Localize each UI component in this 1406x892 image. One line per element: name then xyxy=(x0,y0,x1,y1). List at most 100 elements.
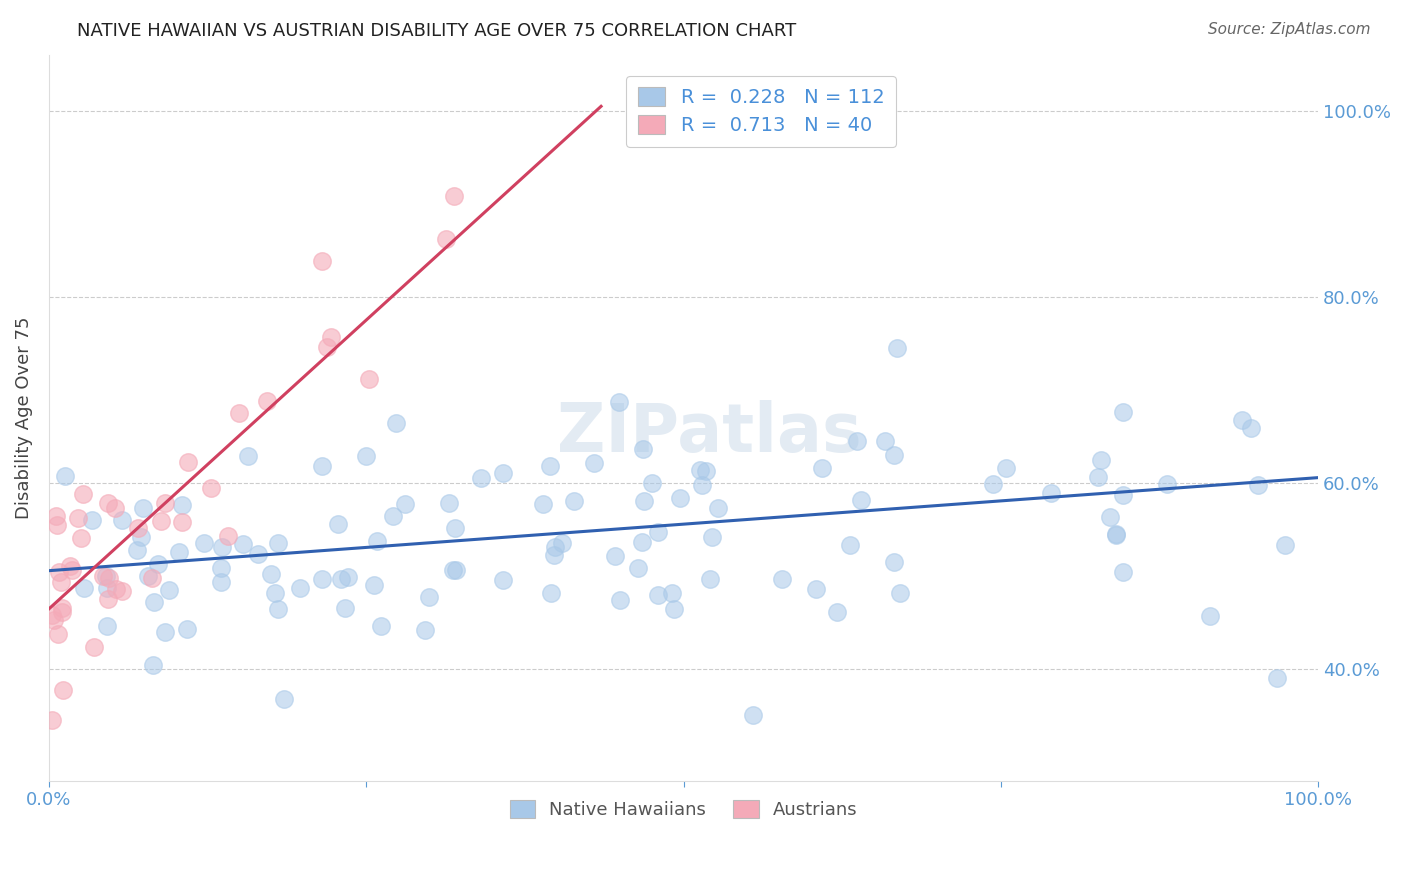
Point xyxy=(44,613,66,627)
Point xyxy=(607,395,630,409)
Point xyxy=(148,557,170,571)
Point xyxy=(995,460,1018,475)
Point xyxy=(699,572,721,586)
Point xyxy=(1087,470,1109,484)
Point xyxy=(886,341,908,355)
Point xyxy=(236,449,259,463)
Point xyxy=(167,545,190,559)
Point xyxy=(311,573,333,587)
Point xyxy=(689,463,711,477)
Point xyxy=(492,573,515,587)
Point xyxy=(1098,509,1121,524)
Point xyxy=(127,521,149,535)
Point xyxy=(1105,527,1128,541)
Point xyxy=(883,448,905,462)
Legend: Native Hawaiians, Austrians: Native Hawaiians, Austrians xyxy=(502,793,865,826)
Point xyxy=(209,561,232,575)
Point xyxy=(470,471,492,485)
Point xyxy=(540,586,562,600)
Point xyxy=(851,493,873,508)
Point xyxy=(562,493,585,508)
Point xyxy=(98,571,121,585)
Point xyxy=(59,558,82,573)
Point xyxy=(889,586,911,600)
Point xyxy=(45,518,67,533)
Point xyxy=(492,466,515,480)
Point xyxy=(72,487,94,501)
Point xyxy=(1112,405,1135,419)
Point xyxy=(46,627,69,641)
Point xyxy=(330,572,353,586)
Point xyxy=(200,481,222,495)
Point xyxy=(177,455,200,469)
Text: NATIVE HAWAIIAN VS AUSTRIAN DISABILITY AGE OVER 75 CORRELATION CHART: NATIVE HAWAIIAN VS AUSTRIAN DISABILITY A… xyxy=(77,22,797,40)
Point xyxy=(633,494,655,508)
Point xyxy=(337,569,360,583)
Point xyxy=(700,530,723,544)
Point xyxy=(413,623,436,637)
Point xyxy=(256,394,278,409)
Point xyxy=(394,498,416,512)
Point xyxy=(543,548,565,562)
Point xyxy=(52,682,75,697)
Point xyxy=(741,708,763,723)
Point xyxy=(603,549,626,564)
Point xyxy=(647,588,669,602)
Point xyxy=(136,568,159,582)
Point xyxy=(70,531,93,545)
Point xyxy=(382,508,405,523)
Point xyxy=(1267,671,1289,685)
Point xyxy=(441,563,464,577)
Point xyxy=(333,601,356,615)
Point xyxy=(439,496,461,510)
Point xyxy=(246,547,269,561)
Point xyxy=(153,624,176,639)
Point xyxy=(316,340,339,354)
Point xyxy=(290,582,312,596)
Point xyxy=(232,536,254,550)
Point xyxy=(96,581,118,595)
Point xyxy=(157,583,180,598)
Point xyxy=(170,499,193,513)
Point xyxy=(707,500,730,515)
Point xyxy=(354,449,377,463)
Point xyxy=(149,514,172,528)
Point xyxy=(695,464,717,478)
Text: Source: ZipAtlas.com: Source: ZipAtlas.com xyxy=(1208,22,1371,37)
Point xyxy=(143,595,166,609)
Point xyxy=(53,469,76,483)
Point xyxy=(193,536,215,550)
Point xyxy=(45,509,67,524)
Point xyxy=(110,513,132,527)
Point xyxy=(583,456,606,470)
Point xyxy=(1156,477,1178,491)
Point xyxy=(94,569,117,583)
Point xyxy=(839,538,862,552)
Point xyxy=(131,501,153,516)
Point xyxy=(60,563,83,577)
Point xyxy=(631,535,654,549)
Point xyxy=(80,513,103,527)
Point xyxy=(1230,412,1253,426)
Point xyxy=(104,500,127,515)
Point xyxy=(51,606,73,620)
Point xyxy=(41,607,63,622)
Point xyxy=(228,406,250,420)
Point xyxy=(260,567,283,582)
Point xyxy=(41,713,63,727)
Point xyxy=(72,582,94,596)
Point xyxy=(631,442,654,456)
Point xyxy=(1105,527,1128,541)
Point xyxy=(825,605,848,619)
Point xyxy=(690,478,713,492)
Point xyxy=(217,529,239,543)
Point xyxy=(267,535,290,549)
Point xyxy=(1247,478,1270,492)
Point xyxy=(806,582,828,596)
Point xyxy=(91,568,114,582)
Point xyxy=(66,511,89,525)
Point xyxy=(83,640,105,655)
Point xyxy=(875,434,897,449)
Point xyxy=(170,516,193,530)
Point xyxy=(641,475,664,490)
